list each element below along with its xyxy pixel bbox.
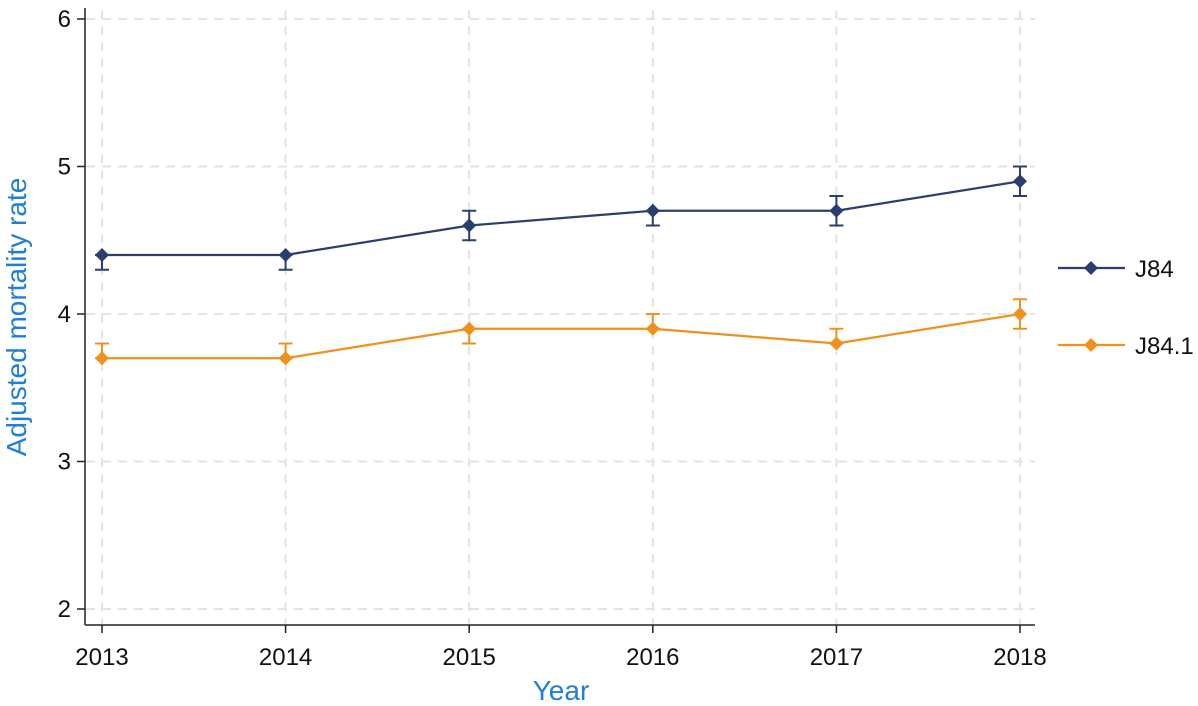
data-point — [1013, 307, 1027, 321]
x-tick-label: 2017 — [810, 644, 863, 671]
series-j84-1 — [95, 298, 1027, 366]
x-tick-label: 2016 — [626, 644, 679, 671]
x-tick-label: 2014 — [259, 644, 312, 671]
y-tick-label: 3 — [58, 449, 71, 476]
legend: J84 J84.1 — [1058, 256, 1194, 360]
data-point — [278, 351, 293, 366]
data-point — [95, 248, 109, 262]
x-tick-label: 2018 — [993, 644, 1046, 671]
legend-marker — [1084, 261, 1098, 275]
legend-label: J84 — [1135, 256, 1174, 283]
legend-label: J84.1 — [1135, 333, 1194, 360]
data-point — [278, 248, 293, 262]
data-point — [829, 336, 844, 351]
data-point — [829, 203, 844, 218]
axes: 2 3 4 5 6 2013 2014 2015 2016 2017 2018 — [58, 6, 1047, 671]
series-line — [102, 180, 1021, 257]
x-tick-label: 2015 — [443, 644, 496, 671]
data-point — [645, 321, 660, 336]
data-point — [462, 321, 477, 336]
series-layer — [95, 165, 1027, 366]
legend-item: J84 — [1058, 256, 1174, 283]
y-tick-label: 6 — [58, 6, 71, 33]
grid — [86, 10, 1035, 624]
data-point — [462, 218, 477, 233]
data-point — [645, 203, 660, 218]
x-axis-title: Year — [533, 675, 590, 706]
data-point — [95, 351, 109, 366]
legend-marker — [1084, 338, 1098, 352]
y-tick-label: 5 — [58, 154, 71, 181]
data-point — [1013, 174, 1027, 189]
series-j84 — [95, 165, 1027, 271]
y-tick-label: 4 — [58, 301, 71, 328]
y-tick-label: 2 — [58, 596, 71, 623]
x-tick-label: 2013 — [75, 644, 128, 671]
legend-item: J84.1 — [1058, 333, 1194, 360]
series-line — [102, 312, 1021, 360]
y-axis-title: Adjusted mortality rate — [1, 178, 32, 457]
